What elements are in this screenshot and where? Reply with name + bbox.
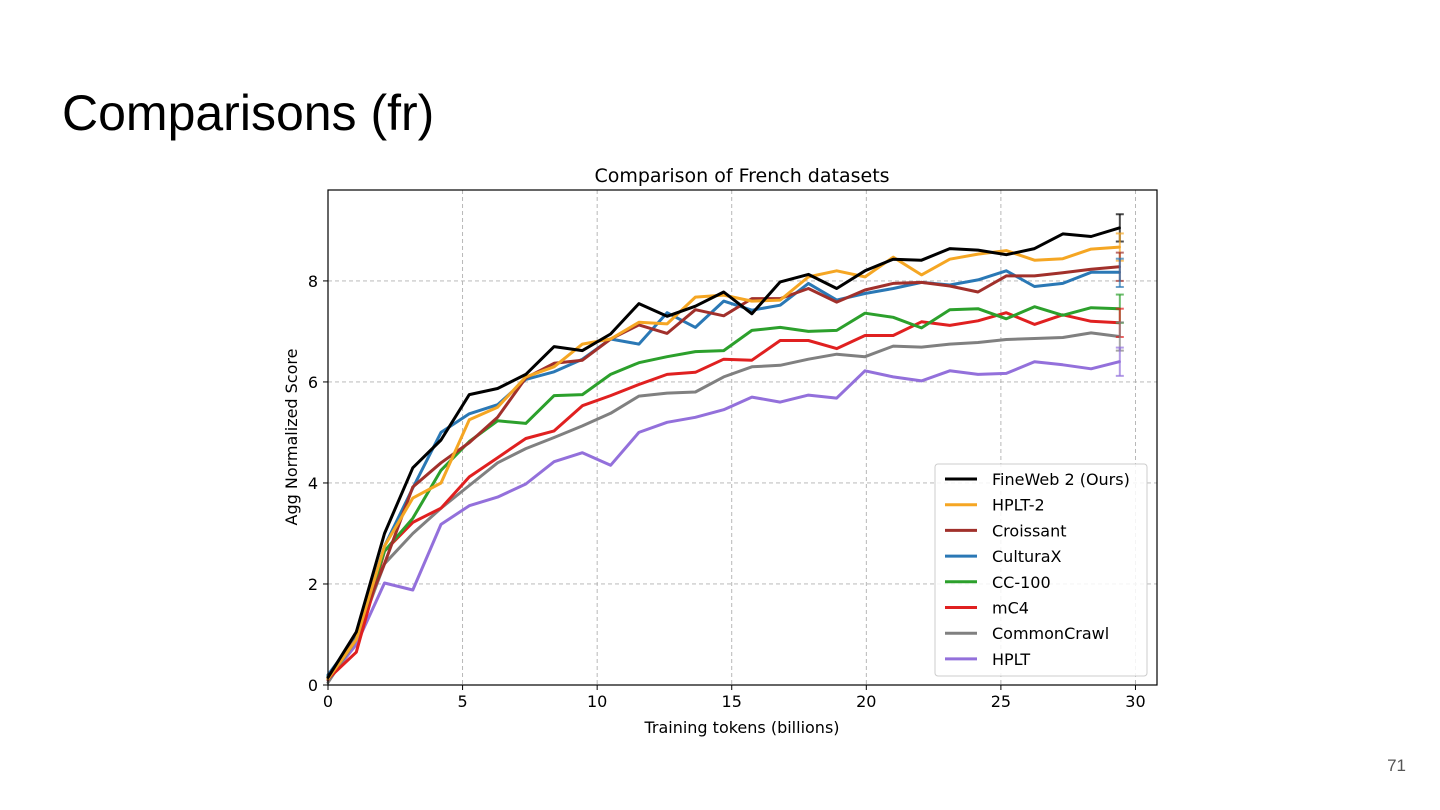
y-tick-label: 2 [308,575,318,594]
x-tick-label: 30 [1125,692,1145,711]
axis-ticks: 0 5 10 15 20 25 30 0 2 4 6 8 [308,272,1146,711]
y-tick-label: 6 [308,373,318,392]
plot-frame [327,189,1158,686]
x-tick-label: 25 [991,692,1011,711]
y-tick-label: 4 [308,474,318,493]
legend-label: HPLT [992,650,1030,669]
y-tick-label: 0 [308,676,318,695]
series-line [326,311,1121,681]
x-tick-label: 15 [722,692,742,711]
y-axis-label: Agg Normalized Score [282,349,301,526]
x-tick-label: 10 [587,692,607,711]
series-line [326,331,1121,684]
error-bars [1115,213,1124,377]
series-line [326,360,1121,682]
y-tick-label: 8 [308,272,318,291]
series-line [326,269,1121,677]
page-number: 71 [1387,756,1406,775]
series-line [326,265,1121,682]
legend: FineWeb 2 (Ours) HPLT-2 Croissant CulturaX C… [934,463,1148,677]
legend-label: mC4 [992,599,1029,618]
chart-title: Comparison of French datasets [594,165,889,187]
legend-label: HPLT-2 [992,496,1045,515]
x-axis-label: Training tokens (billions) [643,718,839,737]
x-tick-label: 5 [457,692,467,711]
x-tick-label: 0 [323,692,333,711]
legend-label: Croissant [992,521,1067,540]
series-line [326,226,1121,679]
legend-label: FineWeb 2 (Ours) [992,470,1130,489]
series-lines [326,226,1121,684]
slide-title: Comparisons (fr) [62,85,435,141]
legend-label: CC-100 [992,573,1051,592]
legend-box [934,463,1148,677]
x-tick-label: 20 [856,692,876,711]
legend-label: CulturaX [992,547,1062,566]
legend-label: CommonCrawl [992,624,1109,643]
